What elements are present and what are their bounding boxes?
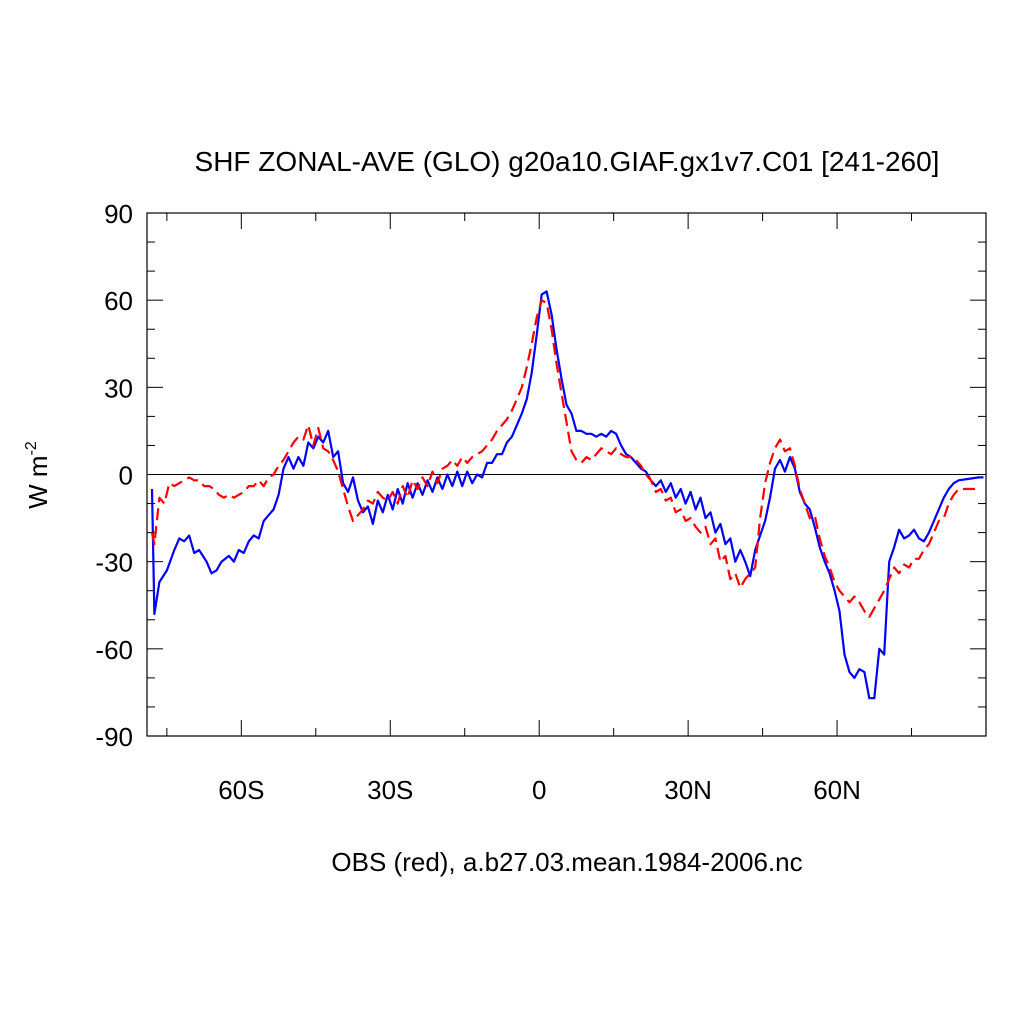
y-tick-label: -60	[95, 635, 133, 665]
series-layer	[150, 290, 984, 700]
y-axis-label: W m-2	[23, 441, 53, 509]
y-tick-label: 60	[104, 286, 133, 316]
chart-title: SHF ZONAL-AVE (GLO) g20a10.GIAF.gx1v7.C0…	[195, 146, 940, 177]
y-axis: 90 60 30 0 -30 -60 -90	[95, 199, 986, 752]
y-tick-label: 0	[119, 461, 133, 491]
x-tick-label: 60N	[813, 775, 861, 805]
plot-frame	[146, 212, 987, 737]
x-tick-label: 30N	[664, 775, 712, 805]
y-axis-label-text: W m	[23, 455, 53, 508]
x-tick-label: 60S	[218, 775, 264, 805]
x-tick-label: 30S	[367, 775, 413, 805]
y-tick-label: 30	[104, 373, 133, 403]
x-axis-label: OBS (red), a.b27.03.mean.1984-2006.nc	[331, 847, 802, 877]
series-line-blue	[150, 290, 984, 700]
y-axis-label-exponent: -2	[23, 441, 40, 455]
x-tick-label: 0	[532, 775, 546, 805]
series-line-red-dashed	[150, 299, 979, 618]
x-axis: 60S 30S 0 30N 60N	[166, 213, 987, 805]
y-tick-label: 90	[104, 199, 133, 229]
y-tick-label: -30	[95, 548, 133, 578]
y-tick-label: -90	[95, 722, 133, 752]
